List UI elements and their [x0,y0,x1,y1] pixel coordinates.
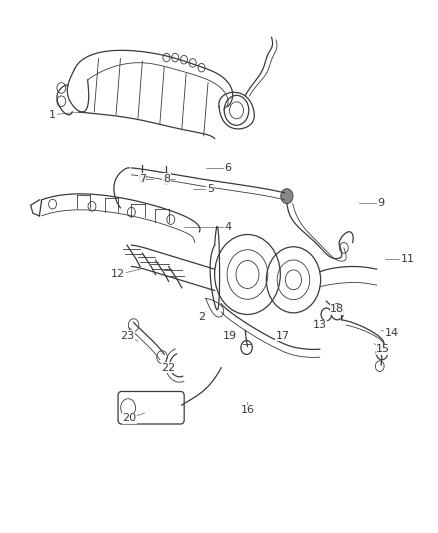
Text: 11: 11 [400,254,414,263]
Text: 22: 22 [162,363,176,373]
Text: 12: 12 [111,270,125,279]
Text: 14: 14 [385,328,399,338]
Text: 17: 17 [276,331,290,341]
Text: 19: 19 [223,331,237,341]
Text: 15: 15 [376,344,390,354]
Text: 8: 8 [163,174,170,183]
Text: 16: 16 [240,406,254,415]
Text: 23: 23 [120,331,134,341]
Circle shape [163,175,170,184]
Text: 5: 5 [207,184,214,194]
Text: 2: 2 [198,312,205,322]
Circle shape [139,174,146,183]
Text: 20: 20 [122,414,136,423]
Text: 18: 18 [330,304,344,314]
Text: 9: 9 [378,198,385,207]
Text: 1: 1 [49,110,56,119]
Text: 4: 4 [224,222,231,231]
Text: 7: 7 [139,174,146,183]
Text: 6: 6 [224,163,231,173]
Text: 13: 13 [313,320,327,330]
Circle shape [281,189,293,204]
